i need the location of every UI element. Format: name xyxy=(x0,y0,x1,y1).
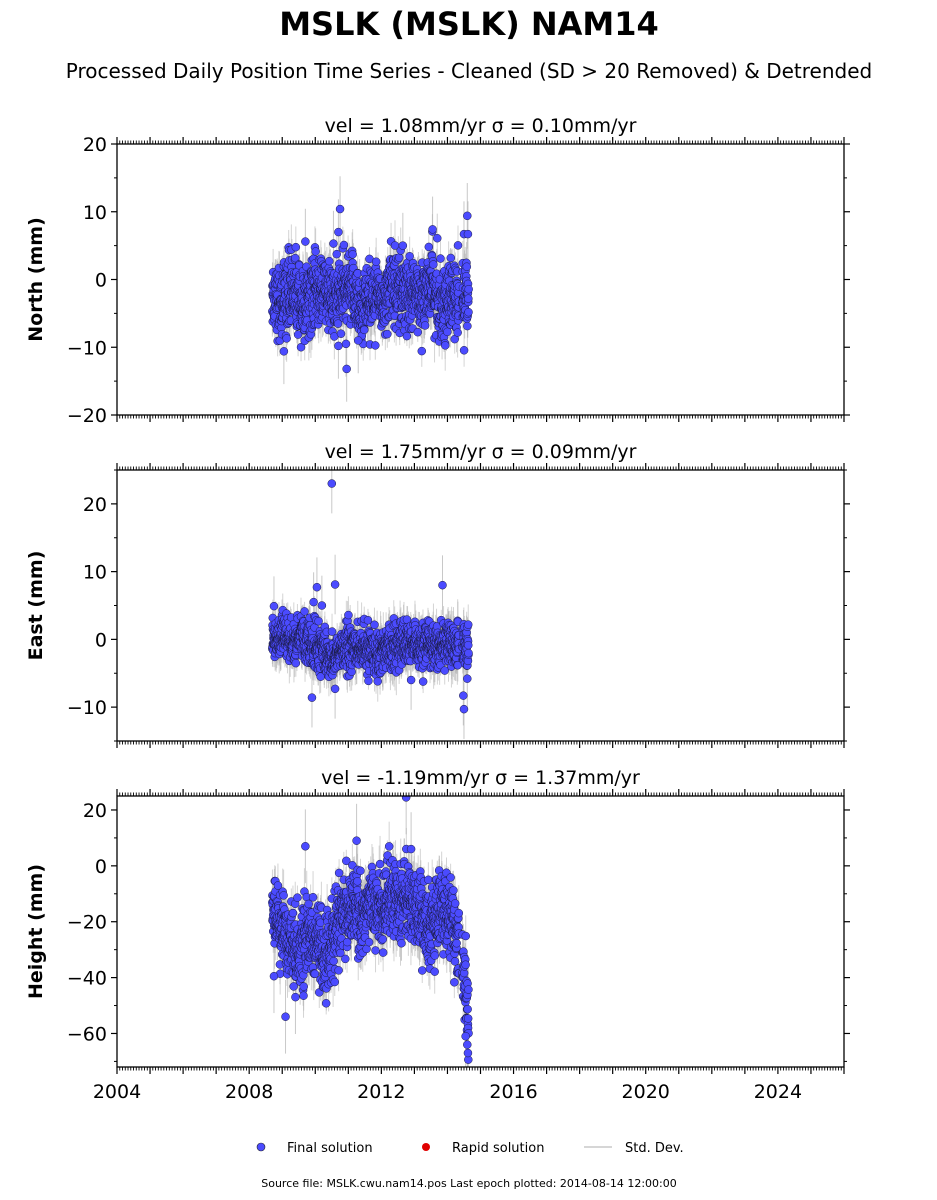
data-point xyxy=(332,249,342,259)
data-point xyxy=(436,254,445,263)
data-point xyxy=(463,211,472,221)
data-point xyxy=(371,257,381,266)
y-tick-label: 0 xyxy=(95,270,107,292)
data-point xyxy=(429,260,438,269)
plot-area xyxy=(268,470,473,739)
y-axis-label: North (mm) xyxy=(25,217,47,342)
data-point xyxy=(463,229,473,239)
final-solution-points xyxy=(268,479,473,714)
data-point xyxy=(348,250,357,259)
x-axis xyxy=(116,137,845,422)
std-dev-bars xyxy=(271,470,470,739)
data-point xyxy=(464,284,473,294)
final-solution-points xyxy=(268,204,473,374)
data-point xyxy=(329,239,338,248)
data-point xyxy=(464,294,473,303)
data-point xyxy=(383,329,392,339)
data-point xyxy=(334,227,343,237)
data-point xyxy=(446,253,456,263)
data-point xyxy=(453,328,462,337)
data-point xyxy=(398,241,408,250)
data-point xyxy=(311,247,320,256)
data-point xyxy=(433,233,442,243)
y-tick-label: −10 xyxy=(67,337,107,359)
data-point xyxy=(291,242,301,252)
data-point xyxy=(353,336,363,345)
y-tick-label: 10 xyxy=(83,202,107,224)
data-point xyxy=(336,329,346,338)
data-point xyxy=(334,341,343,351)
data-point xyxy=(443,327,452,337)
data-point xyxy=(394,253,404,262)
data-point xyxy=(462,262,472,271)
data-point xyxy=(463,321,472,331)
data-point xyxy=(371,341,380,350)
data-point xyxy=(464,307,473,317)
panel-1: −20 −10 0 10 20 vel = 1.08mm/yr σ = 0.10mm/yr… xyxy=(25,115,850,427)
data-point xyxy=(453,241,463,250)
data-point xyxy=(339,240,349,250)
axes-frame xyxy=(116,143,845,416)
data-point xyxy=(417,346,427,356)
data-point xyxy=(291,658,301,668)
data-point xyxy=(293,330,303,339)
data-point xyxy=(360,325,369,335)
data-point xyxy=(440,341,450,350)
data-point xyxy=(413,327,423,337)
data-point xyxy=(402,331,412,341)
data-point xyxy=(428,225,437,234)
data-point xyxy=(301,237,310,246)
data-point xyxy=(420,321,430,330)
data-point xyxy=(296,342,306,352)
y-axis: −20 −10 0 10 20 xyxy=(67,134,850,427)
data-point xyxy=(291,253,300,263)
figure-title: MSLK (MSLK) NAM14 xyxy=(279,5,659,43)
y-tick-label: −20 xyxy=(67,405,107,427)
plot-area xyxy=(268,176,473,402)
data-point xyxy=(405,252,414,261)
data-point xyxy=(424,242,434,252)
data-point xyxy=(279,347,289,356)
data-point xyxy=(335,204,345,214)
figure-subtitle: Processed Daily Position Time Series - C… xyxy=(66,59,872,83)
data-point xyxy=(341,339,351,349)
data-point xyxy=(282,334,291,343)
panels: −20 −10 0 10 20 vel = 1.08mm/yr σ = 0.10mm/yr… xyxy=(25,115,850,1103)
panel-title: vel = 1.08mm/yr σ = 0.10mm/yr xyxy=(325,115,637,137)
data-point xyxy=(459,346,469,355)
data-point xyxy=(333,319,343,328)
y-tick-label: 20 xyxy=(83,134,107,156)
data-point xyxy=(325,256,334,266)
data-point xyxy=(342,364,351,374)
